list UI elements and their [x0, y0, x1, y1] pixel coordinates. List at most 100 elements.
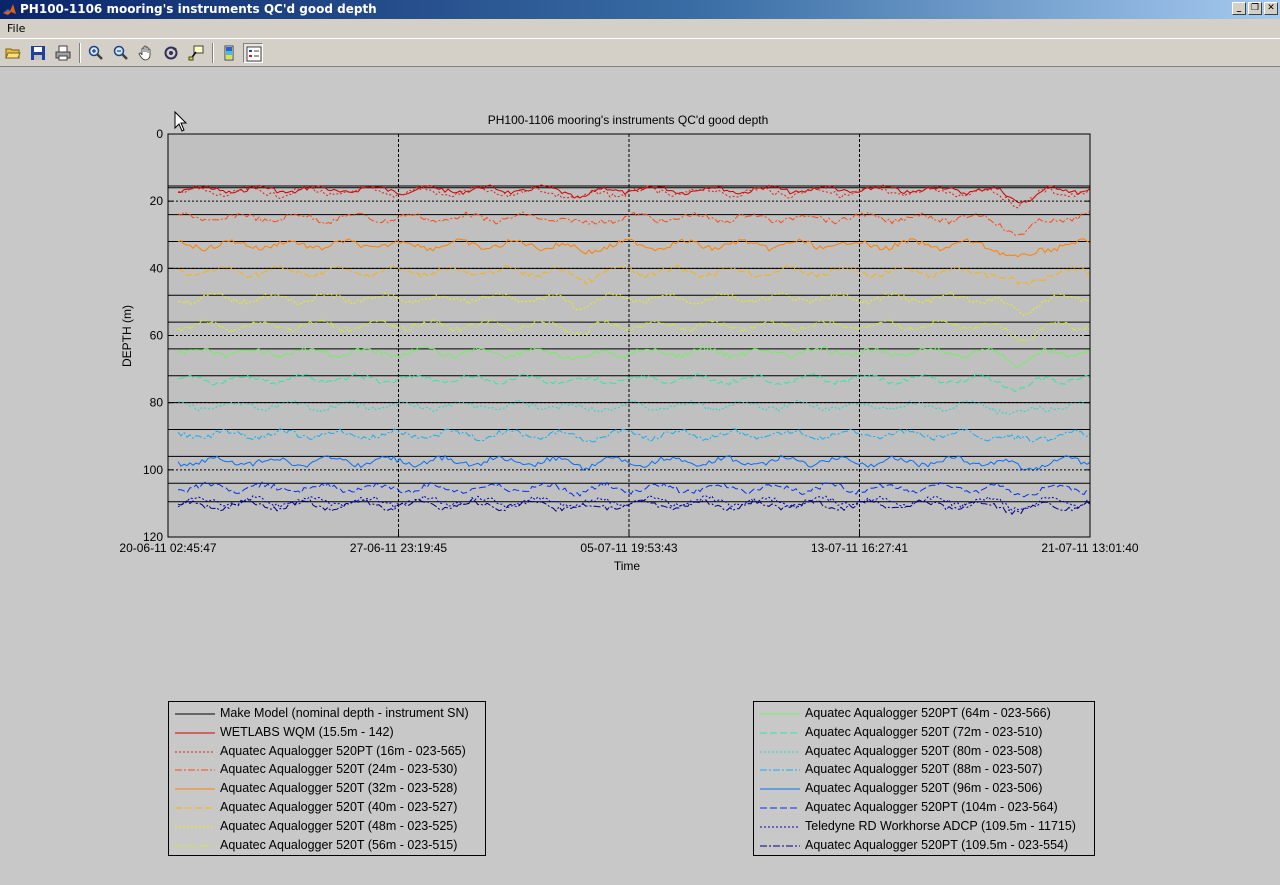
legend-swatch — [175, 826, 215, 828]
legend-item[interactable]: Aquatec Aqualogger 520PT (104m - 023-564… — [754, 799, 1094, 817]
mouse-cursor-icon — [174, 110, 188, 132]
depth-chart: 0 20 40 60 80 100 120 20-06-11 02:45:47 27-06-1… — [119, 110, 1139, 573]
series-line — [177, 494, 1091, 511]
legend-label: Aquatec Aqualogger 520T (96m - 023-506) — [805, 781, 1043, 796]
colorbar-button[interactable] — [219, 43, 239, 63]
legend-button[interactable] — [243, 43, 263, 63]
save-icon — [31, 46, 45, 60]
legend-label: Aquatec Aqualogger 520T (40m - 023-527) — [220, 800, 458, 814]
legend-box-right[interactable]: Aquatec Aqualogger 520PT (64m - 023-566)… — [753, 701, 1095, 856]
x-tick-label: 13-07-11 16:27:41 — [811, 541, 909, 555]
window-titlebar: PH100-1106 mooring's instruments QC'd go… — [0, 0, 1280, 19]
legend-swatch — [175, 769, 215, 771]
toolbar-separator — [79, 43, 81, 63]
legend-label: Aquatec Aqualogger 520T (80m - 023-508) — [805, 743, 1043, 758]
legend-label: Make Model (nominal depth - instrument S… — [220, 706, 469, 720]
legend-label: Aquatec Aqualogger 520PT (64m - 023-566) — [805, 706, 1051, 720]
zoom-in-button[interactable] — [86, 43, 106, 63]
y-tick-label: 0 — [156, 127, 163, 141]
rotate-button[interactable] — [161, 43, 181, 63]
colorbar-icon — [224, 45, 234, 61]
series-line — [177, 210, 1091, 236]
series-line — [178, 481, 1091, 498]
y-tick-label: 120 — [143, 530, 163, 544]
y-axis-label: DEPTH (m) — [120, 305, 134, 367]
x-tick-label: 27-06-11 23:19:45 — [350, 541, 448, 555]
zoom-out-button[interactable] — [111, 43, 131, 63]
pan-icon — [138, 45, 151, 61]
x-axis: 20-06-11 02:45:47 27-06-11 23:19:45 05-07-… — [119, 532, 1139, 555]
legend-swatch — [760, 769, 800, 771]
pan-button[interactable] — [136, 43, 156, 63]
legend-item[interactable]: Aquatec Aqualogger 520T (80m - 023-508) — [754, 743, 1094, 761]
legend-swatch — [760, 807, 800, 809]
y-axis: 0 20 40 60 80 100 120 — [143, 127, 1090, 544]
legend-item[interactable]: Aquatec Aqualogger 520PT (16m - 023-565) — [169, 743, 485, 761]
legend-item[interactable]: Aquatec Aqualogger 520T (96m - 023-506) — [754, 780, 1094, 798]
legend-swatch — [175, 845, 215, 847]
x-tick-label: 20-06-11 02:45:47 — [119, 541, 217, 555]
legend-item[interactable]: Aquatec Aqualogger 520T (24m - 023-530) — [169, 761, 485, 779]
legend-swatch — [175, 732, 215, 734]
data-cursor-button[interactable] — [186, 43, 206, 63]
toolbar-separator — [212, 43, 214, 63]
series-line — [177, 454, 1091, 472]
legend-label: Aquatec Aqualogger 520PT (104m - 023-564… — [805, 800, 1058, 814]
legend-swatch — [760, 826, 800, 828]
series-line — [177, 318, 1091, 343]
legend-swatch — [760, 732, 800, 734]
legend-label: Aquatec Aqualogger 520T (48m - 023-525) — [220, 818, 458, 833]
print-icon — [55, 45, 71, 61]
open-button[interactable] — [3, 43, 23, 63]
legend-label: WETLABS WQM (15.5m - 142) — [220, 724, 394, 739]
legend-item[interactable]: Aquatec Aqualogger 520T (32m - 023-528) — [169, 780, 485, 798]
window-title: PH100-1106 mooring's instruments QC'd go… — [20, 2, 377, 16]
legend-label: Aquatec Aqualogger 520PT (16m - 023-565) — [220, 743, 466, 758]
legend-item[interactable]: Make Model (nominal depth - instrument S… — [169, 705, 485, 723]
series-line — [177, 372, 1091, 392]
legend-item[interactable]: Aquatec Aqualogger 520T (48m - 023-525) — [169, 818, 485, 836]
legend-icon — [246, 46, 262, 62]
print-button[interactable] — [53, 43, 73, 63]
legend-item[interactable]: Aquatec Aqualogger 520T (40m - 023-527) — [169, 799, 485, 817]
legend-item[interactable]: Aquatec Aqualogger 520T (72m - 023-510) — [754, 724, 1094, 742]
legend-box-left[interactable]: Make Model (nominal depth - instrument S… — [168, 701, 486, 856]
zoom-out-icon — [113, 45, 128, 60]
legend-swatch — [760, 845, 800, 847]
save-button[interactable] — [28, 43, 48, 63]
close-button[interactable]: ✕ — [1264, 2, 1278, 15]
series-line — [177, 346, 1091, 368]
x-tick-label: 21-07-11 13:01:40 — [1041, 541, 1139, 555]
x-tick-label: 05-07-11 19:53:43 — [580, 541, 678, 555]
data-cursor-icon — [188, 45, 204, 61]
menu-file[interactable]: File — [7, 22, 26, 35]
series-line — [177, 185, 1091, 209]
legend-item[interactable]: Aquatec Aqualogger 520PT (109.5m - 023-5… — [754, 837, 1094, 855]
legend-label: Teledyne RD Workhorse ADCP (109.5m - 117… — [805, 818, 1076, 833]
legend-item[interactable]: Aquatec Aqualogger 520T (88m - 023-507) — [754, 761, 1094, 779]
legend-label: Aquatec Aqualogger 520T (72m - 023-510) — [805, 724, 1043, 739]
y-tick-label: 100 — [143, 463, 163, 477]
open-icon — [5, 48, 21, 59]
minimize-button[interactable]: _ — [1232, 2, 1246, 15]
legend-item[interactable]: WETLABS WQM (15.5m - 142) — [169, 724, 485, 742]
legend-swatch — [175, 713, 215, 715]
y-tick-label: 80 — [150, 396, 164, 410]
legend-item[interactable]: Aquatec Aqualogger 520PT (64m - 023-566) — [754, 705, 1094, 723]
legend-label: Aquatec Aqualogger 520T (24m - 023-530) — [220, 762, 458, 777]
series-group — [177, 184, 1091, 516]
y-tick-label: 40 — [150, 261, 164, 275]
legend-swatch — [175, 751, 215, 753]
legend-label: Aquatec Aqualogger 520T (88m - 023-507) — [805, 762, 1043, 777]
legend-swatch — [760, 751, 800, 753]
series-line — [177, 399, 1091, 416]
series-line — [177, 238, 1091, 258]
legend-swatch — [760, 713, 800, 715]
figure-toolbar — [0, 38, 1280, 67]
legend-label: Aquatec Aqualogger 520T (56m - 023-515) — [220, 837, 458, 852]
legend-item[interactable]: Aquatec Aqualogger 520T (56m - 023-515) — [169, 837, 485, 855]
series-line — [177, 427, 1091, 443]
restore-button[interactable]: ❐ — [1248, 2, 1262, 15]
zoom-in-icon — [88, 45, 103, 60]
legend-item[interactable]: Teledyne RD Workhorse ADCP (109.5m - 117… — [754, 818, 1094, 836]
